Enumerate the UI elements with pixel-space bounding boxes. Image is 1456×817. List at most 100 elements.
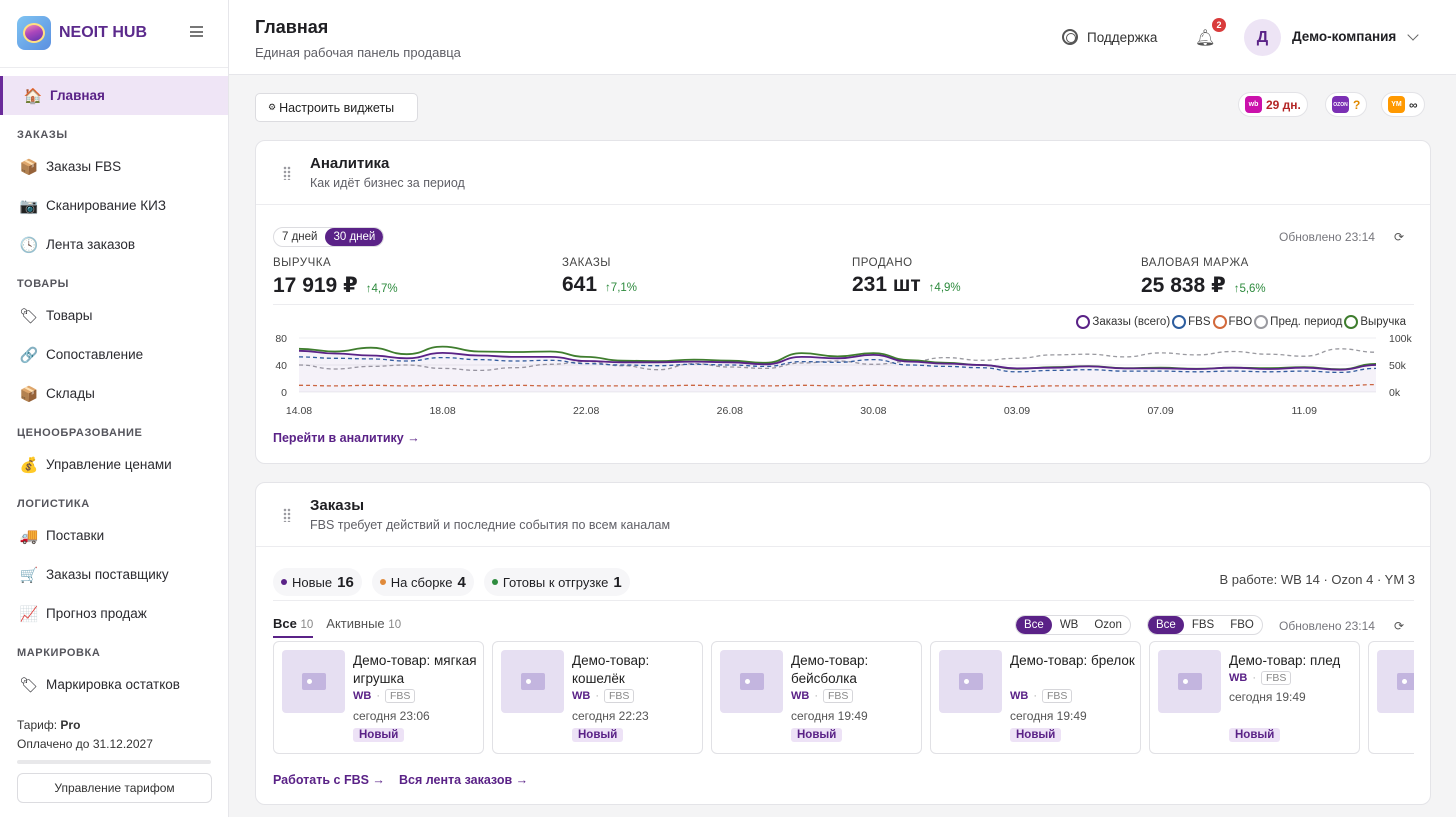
sidebar-item-label: Товары xyxy=(46,308,93,323)
gear-icon: ⚙ xyxy=(268,102,277,112)
money-bag-icon: 💰 xyxy=(19,456,39,474)
sidebar-item-scan-kiz[interactable]: 📷 Сканирование КИЗ xyxy=(0,186,228,225)
legend-item[interactable]: Выручка xyxy=(1344,315,1406,329)
series-line xyxy=(298,356,1377,374)
sidebar-item-supplier-orders[interactable]: 🛒 Заказы поставщику xyxy=(0,555,228,594)
tab-all[interactable]: Все 10 xyxy=(273,616,314,638)
camera-icon: 📷 xyxy=(19,197,39,215)
order-tags: WB · FBS xyxy=(572,689,635,703)
sidebar-item-warehouses[interactable]: 📦 Склады xyxy=(0,374,228,413)
orders-widget: Заказы FBS требует действий и последние … xyxy=(255,482,1431,805)
order-card[interactable]: Демо-товар: мягкая игрушка WB · FBS сегодня … xyxy=(273,641,484,754)
drag-handle-icon[interactable] xyxy=(283,166,291,180)
tab-label: Активные xyxy=(326,616,385,631)
order-tags: WB · FBS xyxy=(1229,671,1292,685)
product-name: Демо-товар: кошелёк xyxy=(572,653,650,686)
sidebar-item-orders-feed[interactable]: 🕓 Лента заказов xyxy=(0,225,228,264)
filter-type-fbo[interactable]: FBO xyxy=(1230,619,1254,631)
marketplace-badge-ym[interactable]: YM ∞ xyxy=(1381,92,1425,117)
filter-mp-all[interactable]: Все xyxy=(1016,616,1052,634)
order-tags: WB · FBS xyxy=(353,689,416,703)
order-counts: Новые 16 На сборке 4 Готовы к отгрузке 1 xyxy=(273,568,640,596)
company-name[interactable]: Демо-компания xyxy=(1292,29,1397,44)
sidebar-item-forecast[interactable]: 📈 Прогноз продаж xyxy=(0,594,228,633)
order-card-partial[interactable] xyxy=(1368,641,1414,754)
sidebar-item-products[interactable]: 🏷 Товары xyxy=(0,296,228,335)
manage-tariff-button[interactable]: Управление тарифом xyxy=(17,773,212,803)
kpi-divider xyxy=(273,304,1414,305)
marketplace-label: WB xyxy=(353,690,372,702)
count-value: 4 xyxy=(457,573,466,591)
filter-type-fbs[interactable]: FBS xyxy=(1191,619,1215,631)
brand[interactable]: NEOIT HUB xyxy=(17,16,147,50)
y2-tick-label: 0k xyxy=(1389,387,1401,399)
sidebar-divider xyxy=(0,67,228,68)
filter-mp-ozon[interactable]: Ozon xyxy=(1094,619,1122,631)
marketplace-badge-wb[interactable]: wb 29 дн. xyxy=(1238,92,1308,117)
order-card[interactable]: Демо-товар: плед WB · FBS сегодня 19:49 Новый xyxy=(1149,641,1360,754)
x-tick-label: 03.09 xyxy=(1004,405,1030,417)
link-icon: 🔗 xyxy=(19,346,39,364)
status-dot xyxy=(379,579,386,585)
refresh-icon[interactable]: ⟳ xyxy=(1394,230,1405,244)
fulfillment-badge: FBS xyxy=(1042,689,1073,703)
configure-widgets-button[interactable]: ⚙ Настроить виджеты xyxy=(255,93,418,122)
sidebar-item-label: Прогноз продаж xyxy=(46,606,147,621)
order-card[interactable]: Демо-товар: кошелёк WB · FBS сегодня 22:23 Но… xyxy=(492,641,703,754)
product-thumbnail xyxy=(720,650,783,713)
period-7-days[interactable]: 7 дней xyxy=(282,231,318,243)
go-to-analytics-link[interactable]: Перейти в аналитику → xyxy=(273,431,420,445)
legend-item[interactable]: FBS xyxy=(1172,315,1211,329)
analytics-subtitle: Как идёт бизнес за период xyxy=(310,176,465,190)
chevron-down-icon[interactable] xyxy=(1407,29,1419,41)
filter-type-all[interactable]: Все xyxy=(1148,616,1184,634)
menu-toggle-icon[interactable] xyxy=(190,26,203,37)
analytics-updated: Обновлено 23:14 xyxy=(1279,230,1375,244)
image-placeholder-icon xyxy=(520,673,545,690)
legend-label: Пред. период xyxy=(1270,316,1343,328)
work-with-fbs-link[interactable]: Работать с FBS → xyxy=(273,773,385,787)
order-time: сегодня 23:06 xyxy=(353,709,430,723)
marketplace-badge-ozon[interactable]: OZON ? xyxy=(1325,92,1368,117)
tag-icon: 🏷 xyxy=(19,676,39,694)
order-card[interactable]: Демо-товар: бейсболка WB · FBS сегодня 19:49… xyxy=(711,641,922,754)
legend-label: Заказы (всего) xyxy=(1092,316,1171,328)
count-assembling[interactable]: На сборке 4 xyxy=(371,568,474,596)
sidebar-item-pricing[interactable]: 💰 Управление ценами xyxy=(0,445,228,484)
kpi-label: ВЫРУЧКА xyxy=(273,257,332,269)
tab-count: 10 xyxy=(388,619,402,631)
legend-item[interactable]: FBO xyxy=(1212,315,1252,329)
sidebar-item-marking[interactable]: 🏷 Маркировка остатков xyxy=(0,665,228,704)
sidebar-section-title: ЛОГИСТИКА xyxy=(17,498,90,510)
status-badge: Новый xyxy=(791,728,843,742)
avatar[interactable]: Д xyxy=(1244,19,1281,56)
legend-item[interactable]: Пред. период xyxy=(1254,315,1342,329)
orders-feed-link[interactable]: Вся лента заказов → xyxy=(399,773,529,787)
wildberries-icon: wb xyxy=(1245,96,1262,113)
legend-swatch xyxy=(1212,315,1227,329)
topbar: Главная Единая рабочая панель продавца П… xyxy=(229,0,1456,75)
order-time: сегодня 19:49 xyxy=(791,709,868,723)
product-thumbnail xyxy=(1377,650,1414,713)
filter-mp-wb[interactable]: WB xyxy=(1059,619,1079,631)
bell-icon[interactable]: 🔔︎ xyxy=(1195,30,1216,47)
count-ready[interactable]: Готовы к отгрузке 1 xyxy=(483,568,630,596)
configure-widgets-label: Настроить виджеты xyxy=(279,100,395,115)
image-placeholder-icon xyxy=(1177,673,1202,690)
order-card[interactable]: Демо-товар: брелок WB · FBS сегодня 19:49 Нов… xyxy=(930,641,1141,754)
x-tick-label: 14.08 xyxy=(286,405,312,417)
count-label: Готовы к отгрузке xyxy=(502,574,609,590)
sidebar-item-orders-fbs[interactable]: 📦 Заказы FBS xyxy=(0,147,228,186)
refresh-icon[interactable]: ⟳ xyxy=(1394,619,1405,633)
count-new[interactable]: Новые 16 xyxy=(273,568,362,596)
period-30-days[interactable]: 30 дней xyxy=(325,228,384,246)
sidebar-item-matching[interactable]: 🔗 Сопоставление xyxy=(0,335,228,374)
sidebar-item-home[interactable]: 🏠 Главная xyxy=(0,76,228,115)
legend-item[interactable]: Заказы (всего) xyxy=(1076,315,1170,329)
sidebar-item-supplies[interactable]: 🚚 Поставки xyxy=(0,516,228,555)
drag-handle-icon[interactable] xyxy=(283,508,291,522)
chart-legend: Заказы (всего) FBS FBO Пред. период Выручка xyxy=(1074,315,1406,329)
type-filter: Все FBS FBO xyxy=(1147,615,1263,635)
tab-active[interactable]: Активные 10 xyxy=(326,616,401,638)
support-button[interactable]: Поддержка xyxy=(1062,29,1157,45)
